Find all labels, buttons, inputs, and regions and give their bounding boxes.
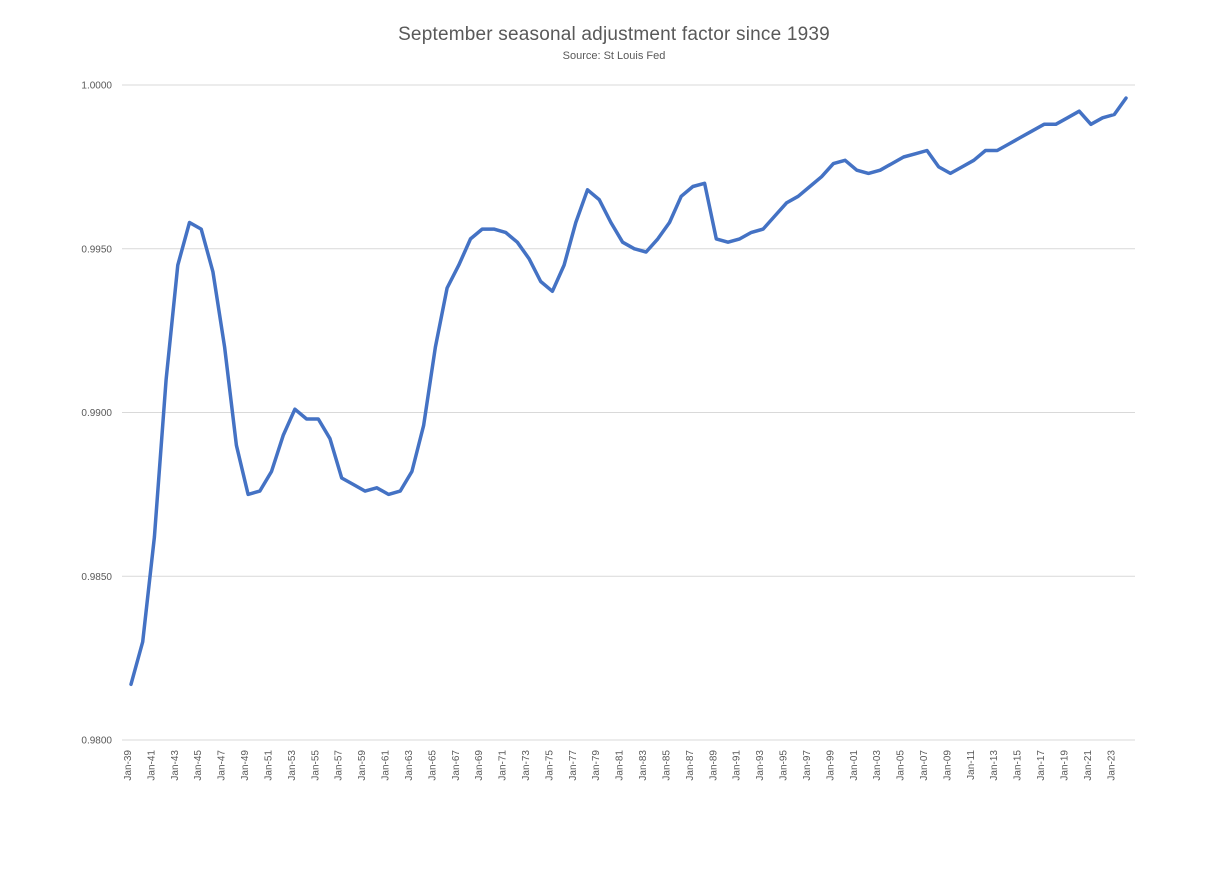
x-axis-tick-label: Jan-67	[451, 750, 462, 781]
x-axis-tick-label: Jan-23	[1106, 750, 1117, 781]
x-axis-tick-label: Jan-11	[966, 750, 977, 780]
chart-subtitle: Source: St Louis Fed	[562, 50, 666, 62]
x-axis-tick-label: Jan-91	[732, 750, 743, 781]
x-axis-tick-label: Jan-43	[170, 750, 181, 781]
x-axis-tick-label: Jan-49	[240, 750, 251, 781]
x-axis-tick-label: Jan-75	[544, 750, 555, 781]
series-line-september-factor	[129, 96, 1128, 687]
x-axis-tick-label: Jan-55	[310, 750, 321, 781]
x-axis-tick-label: Jan-81	[615, 750, 626, 781]
x-axis-tick-label: Jan-07	[919, 750, 930, 781]
x-axis-tick-label: Jan-39	[123, 750, 134, 781]
x-axis-tick-label: Jan-63	[404, 750, 415, 781]
x-axis-tick-label: Jan-53	[287, 750, 298, 781]
x-axis-tick-label: Jan-51	[263, 750, 274, 781]
x-axis-tick-label: Jan-41	[146, 750, 157, 781]
y-axis-tick-label: 0.9950	[81, 244, 112, 255]
x-axis-tick-label: Jan-61	[381, 750, 392, 781]
x-axis-tick-label: Jan-13	[989, 750, 1000, 781]
x-axis-tick-label: Jan-05	[896, 750, 907, 781]
y-axis-tick-label: 1.0000	[81, 81, 112, 92]
x-axis-tick-label: Jan-47	[217, 750, 228, 781]
x-axis-tick-label: Jan-45	[193, 750, 204, 781]
x-axis-tick-label: Jan-57	[334, 750, 345, 781]
chart-title: September seasonal adjustment factor sin…	[398, 24, 830, 45]
x-axis-tick-label: Jan-15	[1013, 750, 1024, 781]
x-axis-tick-label: Jan-87	[685, 750, 696, 781]
x-axis-tick-label: Jan-71	[498, 750, 509, 781]
x-axis-tick-label: Jan-59	[357, 750, 368, 781]
x-axis-tick-label: Jan-93	[755, 750, 766, 781]
x-axis-tick-label: Jan-89	[708, 750, 719, 781]
x-axis-tick-label: Jan-73	[521, 750, 532, 781]
x-axis-tick-label: Jan-97	[802, 750, 813, 781]
y-axis-tick-label: 0.9800	[81, 736, 112, 747]
x-axis-tick-label: Jan-01	[849, 750, 860, 781]
x-axis-tick-label: Jan-95	[779, 750, 790, 781]
x-axis-tick-label: Jan-65	[427, 750, 438, 781]
y-axis-tick-label: 0.9900	[81, 408, 112, 419]
x-axis-tick-label: Jan-21	[1083, 750, 1094, 781]
x-axis-tick-label: Jan-83	[638, 750, 649, 781]
x-axis-tick-label: Jan-19	[1059, 750, 1070, 781]
x-axis-tick-label: Jan-69	[474, 750, 485, 781]
x-axis-tick-label: Jan-09	[942, 750, 953, 781]
x-axis-tick-label: Jan-77	[568, 750, 579, 781]
x-axis-tick-label: Jan-17	[1036, 750, 1047, 781]
x-axis-tick-label: Jan-99	[825, 750, 836, 781]
x-axis-tick-label: Jan-79	[591, 750, 602, 781]
x-axis-tick-label: Jan-03	[872, 750, 883, 781]
y-axis-tick-label: 0.9850	[81, 572, 112, 583]
x-axis-tick-label: Jan-85	[661, 750, 672, 781]
